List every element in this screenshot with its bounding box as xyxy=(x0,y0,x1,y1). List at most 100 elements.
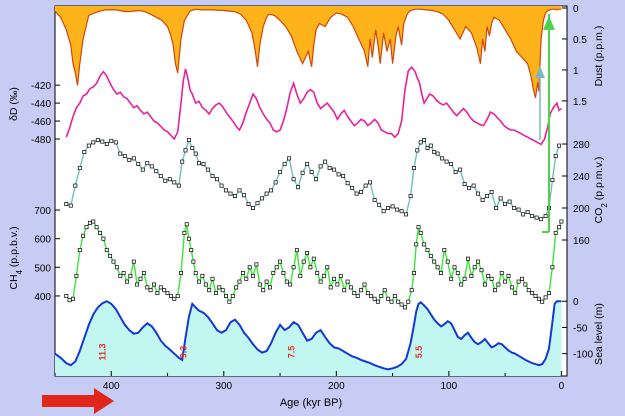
ch4-point xyxy=(184,222,189,227)
ch4-point xyxy=(469,273,474,278)
ch4-point xyxy=(550,265,555,270)
ch4-y-tick-label: 500 xyxy=(34,263,51,274)
co2-point xyxy=(104,142,109,146)
sea-y-tick-label: 0 xyxy=(573,297,579,308)
ch4-point xyxy=(553,230,558,235)
co2-point xyxy=(345,181,350,186)
axis-labels-layer: Dust (p.p.m.) δD (‰) CO2 (p.p.m.v.) CH4 (p.… xyxy=(8,26,609,365)
co2-point xyxy=(64,202,69,206)
ch4-point xyxy=(175,294,180,298)
ch4-point xyxy=(168,294,173,298)
ch4-point xyxy=(459,282,464,287)
co2-point xyxy=(516,207,521,212)
ch4-point xyxy=(530,291,535,296)
co2-point xyxy=(453,170,458,174)
ch4-point xyxy=(84,225,89,230)
ch4-point xyxy=(472,265,477,270)
co2-point xyxy=(186,138,191,142)
co2-point xyxy=(449,162,454,166)
dust-line xyxy=(54,8,562,98)
ch4-point xyxy=(412,271,416,275)
co2-point xyxy=(512,206,517,210)
co2-point xyxy=(273,180,278,185)
ch4-point xyxy=(359,288,364,293)
ch4-point xyxy=(325,265,330,270)
ch4-point xyxy=(207,288,212,293)
dd-y-tick-label: -480 xyxy=(31,135,51,146)
ch4-point xyxy=(499,271,504,275)
ch4-point xyxy=(237,279,242,284)
ch4-point xyxy=(449,276,454,281)
co2-point xyxy=(305,162,310,166)
co2-point xyxy=(489,190,494,194)
ch4-point xyxy=(182,230,187,235)
ch4-point xyxy=(267,285,272,290)
ch4-point xyxy=(352,291,357,296)
ch4-point xyxy=(328,285,333,290)
ch4-point xyxy=(523,282,528,287)
co2-y-tick-label: 160 xyxy=(573,236,590,247)
ch4-point xyxy=(191,259,196,264)
ch4-point xyxy=(543,295,548,300)
co2-point xyxy=(350,186,355,190)
ch4-point xyxy=(74,273,79,278)
ch4-point xyxy=(335,282,340,287)
ch4-point xyxy=(155,291,160,296)
ch4-point xyxy=(172,296,177,301)
co2-point xyxy=(485,194,490,198)
ch4-point xyxy=(376,299,380,304)
co2-point xyxy=(480,198,485,202)
ch4-point xyxy=(230,294,235,298)
ch4-point xyxy=(152,282,156,287)
co2-point xyxy=(180,159,185,164)
co2-point xyxy=(432,150,437,154)
co2-point xyxy=(332,167,337,172)
co2-point xyxy=(296,185,301,190)
ch4-point xyxy=(503,279,508,284)
ch4-point xyxy=(493,288,497,293)
ch4-point xyxy=(189,248,194,253)
ch4-point xyxy=(305,251,310,255)
co2-point xyxy=(118,151,123,156)
co2-point xyxy=(246,202,251,206)
ch4-point xyxy=(224,294,228,298)
ch4-point xyxy=(193,271,198,275)
ch4-point xyxy=(318,279,323,284)
co2-point xyxy=(163,178,168,183)
co2-point xyxy=(113,140,118,145)
sea-level-line xyxy=(54,300,562,371)
ch4-point xyxy=(382,288,387,293)
co2-point xyxy=(158,174,163,178)
ch4-point xyxy=(338,273,343,278)
co2-point xyxy=(251,206,255,210)
ch4-point xyxy=(476,259,481,264)
ch4-point xyxy=(466,256,470,261)
co2-point xyxy=(539,217,544,222)
co2-point xyxy=(201,162,206,166)
ch4-point xyxy=(399,302,404,307)
co2-point xyxy=(68,203,73,208)
ch4-point xyxy=(308,265,313,270)
ch4-point xyxy=(220,288,225,293)
ch4-point xyxy=(77,248,82,253)
co2-point xyxy=(467,186,472,190)
ch4-axis-label: CH4 (p.p.b.v.) xyxy=(8,226,24,289)
ch4-point xyxy=(101,236,106,241)
data-layer xyxy=(54,6,564,376)
co2-point xyxy=(372,198,377,202)
ch4-point xyxy=(479,268,484,273)
co2-point xyxy=(131,156,136,161)
co2-point xyxy=(359,190,364,194)
ch4-point xyxy=(247,265,252,270)
ch4-point xyxy=(372,296,377,301)
co2-point xyxy=(73,183,78,188)
ch4-point xyxy=(145,285,150,290)
ch4-point xyxy=(186,236,191,241)
co2-point xyxy=(363,183,368,188)
ch4-point xyxy=(547,291,551,296)
ch4-point xyxy=(227,299,232,304)
ch4-y-tick-label: 600 xyxy=(34,235,51,246)
co2-point xyxy=(553,154,558,158)
co2-point xyxy=(228,191,233,196)
ch4-point xyxy=(409,288,414,293)
